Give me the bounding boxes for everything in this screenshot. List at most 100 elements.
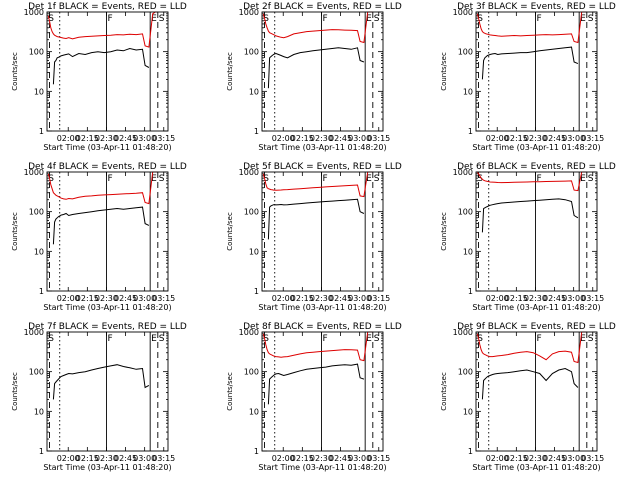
- y-tick-label: 100: [458, 368, 473, 377]
- x-tick-label: 03:15: [152, 454, 175, 463]
- marker-label-s: S: [263, 14, 269, 24]
- marker-label-f: F: [536, 174, 541, 184]
- marker-label-s: S: [374, 174, 380, 184]
- events-series-line: [52, 47, 150, 85]
- x-tick-label: 03:00: [348, 454, 371, 463]
- marker-label-f: F: [322, 174, 327, 184]
- x-tick-label: 02:00: [486, 294, 509, 303]
- y-tick-label: 100: [29, 368, 44, 377]
- x-tick-label: 02:15: [76, 294, 99, 303]
- events-series-line: [481, 46, 579, 80]
- x-tick-label: 03:15: [152, 294, 175, 303]
- x-tick-label: 02:00: [272, 134, 295, 143]
- x-axis-label: Start Time (03-Apr-11 01:48:20): [43, 463, 171, 472]
- x-tick-label: 03:00: [133, 294, 156, 303]
- y-tick-label: 1000: [453, 8, 473, 17]
- marker-label-s: S: [588, 14, 594, 24]
- x-tick-label: 02:45: [114, 294, 137, 303]
- marker-label-e: E: [366, 334, 372, 344]
- x-tick-label: 02:45: [543, 134, 566, 143]
- panel-title: Det 5f BLACK = Events, RED = LLD: [243, 162, 402, 172]
- lld-series-line: [47, 11, 158, 48]
- lld-series-line: [262, 331, 373, 362]
- x-axis-label: Start Time (03-Apr-11 01:48:20): [258, 143, 386, 152]
- y-tick-label: 10: [34, 247, 44, 256]
- y-tick-label: 100: [244, 48, 259, 57]
- panel-title: Det 9f BLACK = Events, RED = LLD: [457, 322, 616, 332]
- x-tick-label: 02:45: [114, 134, 137, 143]
- x-tick-label: 03:00: [562, 454, 585, 463]
- panel-title: Det 3f BLACK = Events, RED = LLD: [457, 2, 616, 12]
- x-tick-label: 03:15: [581, 454, 604, 463]
- marker-label-s: S: [588, 174, 594, 184]
- x-tick-label: 02:00: [486, 134, 509, 143]
- y-tick-label: 100: [244, 368, 259, 377]
- y-tick-label: 10: [463, 87, 473, 96]
- lld-series-line: [262, 171, 373, 198]
- plot-frame: [261, 11, 384, 132]
- x-tick-label: 02:15: [291, 294, 314, 303]
- x-axis-label: Start Time (03-Apr-11 01:48:20): [472, 303, 600, 312]
- lld-series-line: [47, 171, 158, 205]
- y-tick-label: 10: [463, 407, 473, 416]
- plot-frame: [475, 11, 598, 132]
- x-tick-label: 03:00: [133, 454, 156, 463]
- plot-frame: [475, 331, 598, 452]
- panel-7: Det 7f BLACK = Events, RED = LLD 1 10 100 10…: [11, 322, 187, 472]
- marker-label-s: S: [374, 334, 380, 344]
- x-tick-label: 02:45: [329, 454, 352, 463]
- x-tick-label: 02:45: [543, 454, 566, 463]
- events-series-line: [267, 198, 365, 240]
- marker-label-e: E: [580, 334, 586, 344]
- panel-9: Det 9f BLACK = Events, RED = LLD 1 10 100 10…: [440, 322, 616, 472]
- x-tick-label: 02:15: [505, 454, 528, 463]
- marker-label-f: F: [536, 14, 541, 24]
- plot-frame: [475, 171, 598, 292]
- y-axis-label: Counts/sec: [226, 212, 234, 251]
- marker-label-f: F: [322, 334, 327, 344]
- y-axis-label: Counts/sec: [440, 212, 448, 251]
- marker-label-s: S: [477, 174, 483, 184]
- x-tick-label: 02:30: [524, 134, 547, 143]
- marker-label-s: S: [477, 14, 483, 24]
- y-tick-label: 1: [254, 287, 259, 296]
- y-axis-label: Counts/sec: [11, 372, 19, 411]
- x-axis-label: Start Time (03-Apr-11 01:48:20): [258, 303, 386, 312]
- events-series-line: [481, 198, 579, 233]
- marker-label-e: E: [366, 174, 372, 184]
- y-tick-label: 1: [39, 287, 44, 296]
- marker-label-e: E: [580, 174, 586, 184]
- marker-label-f: F: [107, 14, 112, 24]
- events-series-line: [267, 47, 365, 89]
- lld-series-line: [476, 11, 587, 44]
- marker-label-e: E: [151, 334, 157, 344]
- events-series-line: [267, 363, 365, 405]
- x-tick-label: 03:00: [348, 294, 371, 303]
- y-tick-label: 1: [254, 127, 259, 136]
- lld-series-line: [476, 171, 587, 192]
- y-tick-label: 100: [458, 208, 473, 217]
- panel-3: Det 3f BLACK = Events, RED = LLD 1 10 100 10…: [440, 2, 616, 152]
- marker-label-f: F: [536, 334, 541, 344]
- panel-title: Det 1f BLACK = Events, RED = LLD: [28, 2, 187, 12]
- x-tick-label: 02:00: [486, 454, 509, 463]
- x-tick-label: 03:15: [367, 294, 390, 303]
- events-series-line: [52, 206, 150, 245]
- y-tick-label: 1000: [239, 168, 259, 177]
- x-tick-label: 02:30: [310, 294, 333, 303]
- y-tick-label: 1: [468, 287, 473, 296]
- y-axis-label: Counts/sec: [440, 52, 448, 91]
- x-tick-label: 02:30: [95, 294, 118, 303]
- y-tick-label: 1000: [24, 168, 44, 177]
- plot-frame: [261, 331, 384, 452]
- marker-label-f: F: [107, 174, 112, 184]
- y-tick-label: 1000: [453, 328, 473, 337]
- panel-title: Det 2f BLACK = Events, RED = LLD: [243, 2, 402, 12]
- y-tick-label: 1: [39, 447, 44, 456]
- x-axis-label: Start Time (03-Apr-11 01:48:20): [258, 463, 386, 472]
- x-tick-label: 03:15: [367, 134, 390, 143]
- y-tick-label: 100: [458, 48, 473, 57]
- x-tick-label: 02:15: [505, 294, 528, 303]
- marker-label-s: S: [159, 14, 165, 24]
